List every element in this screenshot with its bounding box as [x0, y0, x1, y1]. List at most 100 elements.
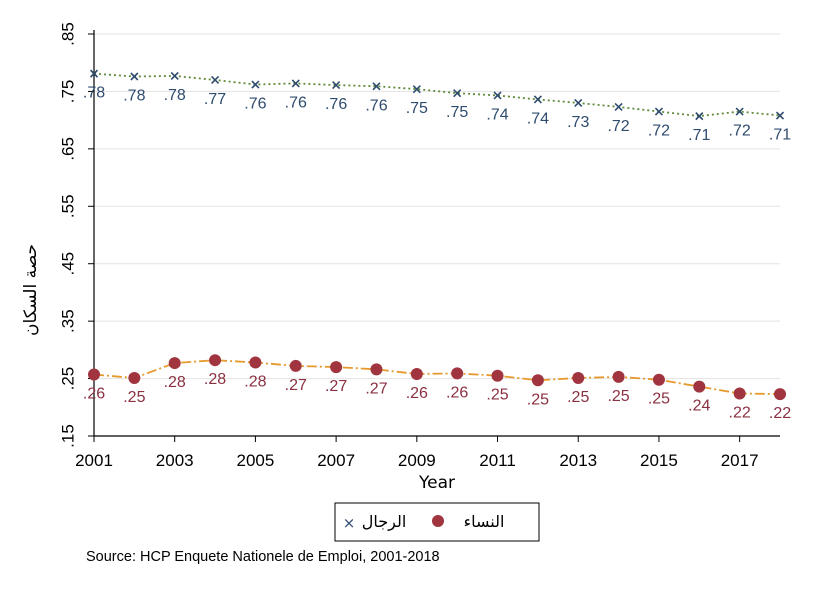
legend: × الرجال النساء [334, 502, 540, 542]
y-tick-label: .75 [59, 80, 78, 104]
legend-marker-men-icon: × [343, 514, 356, 532]
series-line-0 [93, 72, 781, 118]
data-label: .71 [769, 127, 791, 144]
y-tick-label: .45 [59, 252, 78, 276]
data-label: .76 [285, 94, 307, 111]
y-tick-label: .85 [59, 22, 78, 46]
y-tick-label: .35 [59, 309, 78, 333]
data-point [775, 111, 785, 120]
grid-lines [94, 33, 780, 380]
data-label: .24 [688, 398, 710, 415]
data-point [574, 98, 583, 107]
data-point [453, 89, 462, 98]
data-label: .28 [204, 371, 226, 388]
data-label: .72 [729, 123, 751, 140]
data-label: .74 [486, 106, 508, 123]
data-point [412, 85, 421, 94]
data-label: .26 [406, 385, 428, 402]
data-label: .78 [123, 87, 145, 104]
data-point [249, 356, 262, 369]
data-point [251, 80, 260, 89]
data-label: .75 [446, 104, 468, 121]
y-tick-label: .25 [59, 367, 78, 391]
x-tick-label: 2005 [236, 451, 274, 470]
x-tick-label: 2007 [317, 451, 355, 470]
data-labels: .78 .78 .78 .77 .76 .76 .76 .76 .75 .75 .74 .74 .73.… [83, 85, 791, 422]
x-tick-label: 2009 [398, 451, 436, 470]
data-label: .75 [406, 100, 428, 117]
x-tick-label: 2017 [721, 451, 759, 470]
data-label: .28 [164, 374, 186, 391]
data-label: .28 [244, 373, 266, 390]
legend-label-women: النساء [464, 512, 505, 531]
y-axis-title: حصة السكان [21, 244, 41, 336]
data-point [291, 79, 300, 88]
data-label: .26 [446, 384, 468, 401]
data-label: .27 [325, 378, 347, 395]
legend-marker-women-icon [432, 515, 444, 527]
data-point [774, 388, 786, 401]
data-label: .74 [527, 110, 549, 127]
data-label: .25 [648, 391, 670, 408]
data-point [654, 107, 664, 116]
data-point [693, 380, 706, 393]
data-point [372, 82, 381, 91]
y-tick-label: .55 [59, 194, 78, 218]
data-point [209, 354, 222, 367]
data-label: .72 [648, 123, 670, 140]
data-point [170, 71, 179, 80]
data-point [168, 357, 181, 370]
data-label: .27 [285, 377, 307, 394]
x-tick-label: 2011 [479, 451, 516, 470]
data-point [531, 374, 544, 387]
y-tick-label: .15 [59, 424, 78, 448]
data-label: .22 [729, 405, 751, 422]
data-label: .76 [244, 96, 266, 113]
legend-item-men: × الرجال [343, 512, 407, 532]
data-point [289, 359, 302, 372]
data-point [130, 72, 139, 81]
data-label: .72 [607, 118, 629, 135]
data-point [614, 102, 623, 111]
legend-label-men: الرجال [362, 512, 407, 532]
data-point [370, 363, 383, 376]
y-tick-label: .65 [59, 137, 78, 161]
data-label: .78 [164, 87, 186, 104]
data-label: .27 [365, 380, 387, 397]
data-point [572, 371, 585, 384]
data-point [493, 91, 502, 100]
series-line-1 [93, 359, 781, 395]
series-layer [88, 69, 786, 401]
data-label: .25 [567, 389, 589, 406]
data-label: .76 [365, 97, 387, 114]
data-point [533, 95, 542, 104]
data-label: .76 [325, 96, 347, 113]
data-label: .26 [83, 386, 105, 403]
data-point [491, 369, 504, 382]
data-label: .73 [567, 114, 589, 131]
x-axis-title: Year [418, 473, 455, 493]
legend-item-women: النساء [432, 512, 504, 531]
data-point [695, 112, 704, 121]
x-tick-label: 2003 [156, 451, 194, 470]
data-label: .25 [527, 391, 549, 408]
data-point [128, 371, 141, 384]
data-label: .25 [486, 387, 508, 404]
data-point [451, 367, 464, 380]
data-point [210, 75, 220, 85]
data-label: .77 [204, 91, 226, 108]
x-tick-label: 2013 [559, 451, 597, 470]
data-point [88, 368, 100, 381]
data-point [733, 387, 746, 400]
data-point [89, 69, 99, 78]
data-point [410, 367, 423, 380]
data-point [330, 361, 343, 374]
x-tick-label: 2001 [75, 451, 113, 470]
data-label: .71 [688, 127, 710, 144]
data-point [652, 373, 665, 386]
axes: .15 .25 .35 .45 .55 .65 .75 .85 2001 2003 2005 2007… [59, 22, 780, 470]
data-point [612, 370, 625, 383]
data-label: .25 [123, 389, 145, 406]
x-tick-label: 2015 [640, 451, 678, 470]
